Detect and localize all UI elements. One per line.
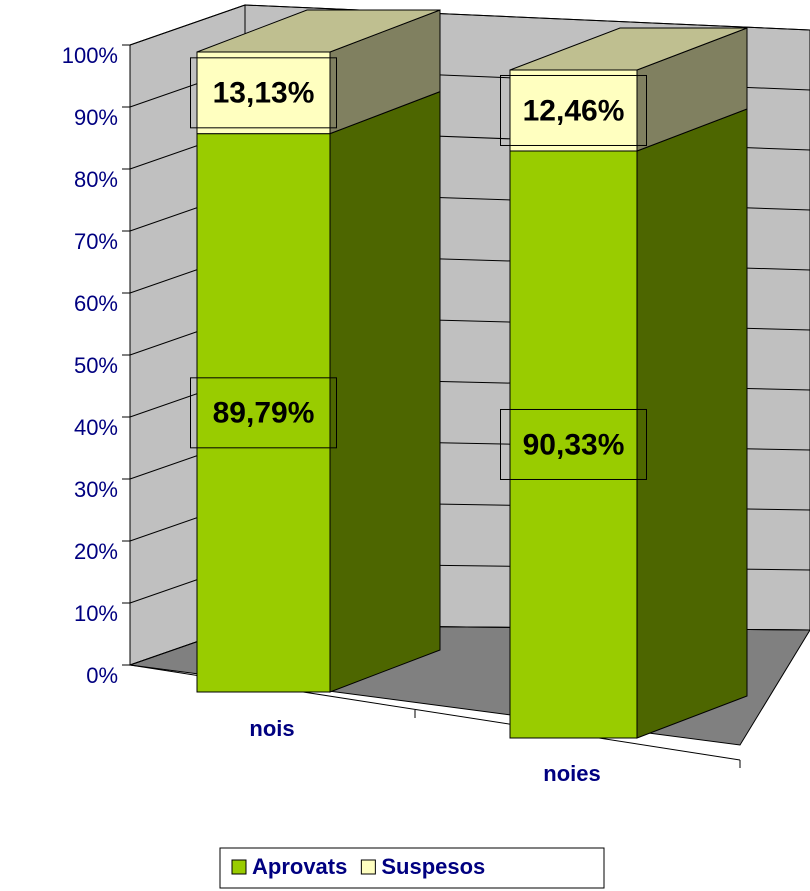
value-label-box bbox=[190, 57, 337, 129]
value-label-box bbox=[500, 408, 647, 480]
bar-top bbox=[196, 9, 441, 53]
value-label: 13,13% bbox=[213, 77, 315, 110]
y-tick-label: 50% bbox=[74, 353, 118, 378]
bar bbox=[509, 150, 638, 739]
bar bbox=[196, 133, 331, 693]
legend-label: Suspesos bbox=[381, 854, 485, 879]
value-label-box bbox=[190, 377, 337, 449]
y-tick-label: 70% bbox=[74, 229, 118, 254]
legend-swatch bbox=[360, 859, 376, 875]
bar-side bbox=[636, 108, 748, 739]
y-tick-label: 60% bbox=[74, 291, 118, 316]
legend bbox=[219, 847, 605, 889]
y-tick-label: 40% bbox=[74, 415, 118, 440]
bar bbox=[509, 69, 638, 152]
legend-label: Aprovats bbox=[252, 854, 347, 879]
y-tick-label: 90% bbox=[74, 105, 118, 130]
y-tick-label: 80% bbox=[74, 167, 118, 192]
y-tick-label: 20% bbox=[74, 539, 118, 564]
value-label-box bbox=[500, 74, 647, 146]
y-tick-label: 10% bbox=[74, 601, 118, 626]
bar-top bbox=[509, 27, 748, 71]
y-tick-label: 30% bbox=[74, 477, 118, 502]
x-tick-label: noies bbox=[543, 761, 600, 786]
value-label: 12,46% bbox=[523, 94, 625, 127]
x-tick-label: nois bbox=[249, 716, 294, 741]
value-label: 90,33% bbox=[523, 428, 625, 461]
y-tick-label: 100% bbox=[62, 43, 118, 68]
y-tick-label: 0% bbox=[86, 663, 118, 688]
grid-line bbox=[129, 4, 810, 46]
value-label: 89,79% bbox=[213, 397, 315, 430]
bar-side bbox=[329, 90, 441, 693]
bar bbox=[196, 51, 331, 135]
legend-swatch bbox=[231, 859, 247, 875]
